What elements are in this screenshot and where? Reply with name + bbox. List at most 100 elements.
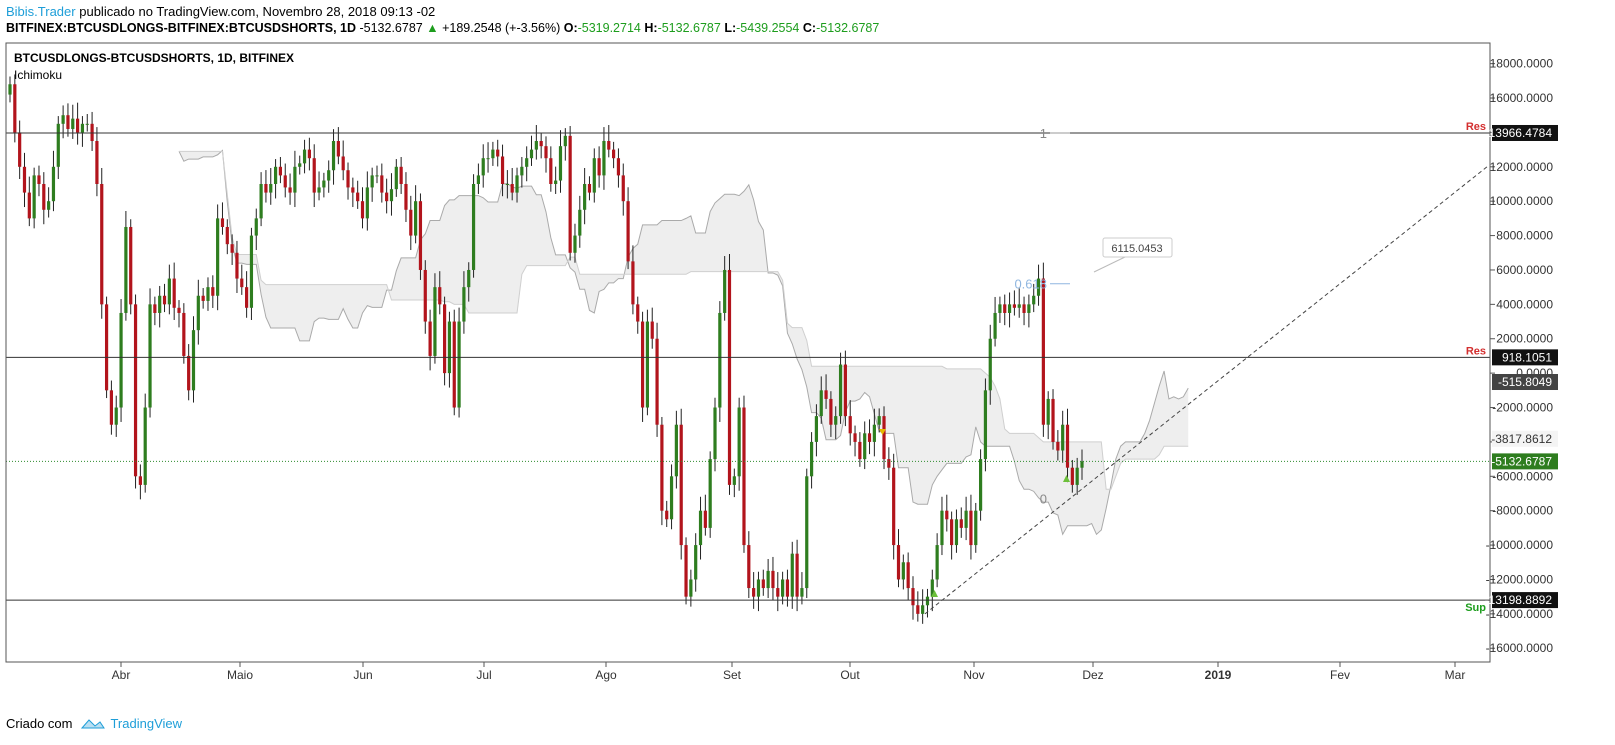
y-tick-label: 4000.0000 xyxy=(1496,297,1553,311)
candle-down xyxy=(684,545,688,597)
y-tick-label: 18000.0000 xyxy=(1490,57,1554,71)
candle-down xyxy=(225,226,229,245)
candle-down xyxy=(612,149,616,159)
candle-down xyxy=(162,295,167,305)
candle-up xyxy=(269,183,273,193)
candle-down xyxy=(423,269,427,322)
candle-up xyxy=(317,187,321,193)
tradingview-logo-icon xyxy=(81,718,106,728)
level-label: Res xyxy=(1466,121,1486,133)
fib-level-label: 1 xyxy=(1040,126,1047,141)
candle-down xyxy=(640,321,645,408)
candle-up xyxy=(674,424,678,477)
candle-down xyxy=(776,588,780,597)
candle-down xyxy=(761,579,765,589)
y-tick-label: 12000.0000 xyxy=(1490,160,1554,174)
candle-up xyxy=(462,287,466,322)
kijun-price-tag: -3817.8612 xyxy=(1491,432,1552,446)
tradingview-brand[interactable]: TradingView xyxy=(80,716,182,731)
candle-down xyxy=(510,183,514,193)
candle-down xyxy=(882,416,886,460)
candle-down xyxy=(37,175,41,184)
x-tick-label: Dez xyxy=(1082,668,1103,682)
senkou-span-b xyxy=(179,150,1189,490)
candle-up xyxy=(481,158,485,176)
candle-up xyxy=(32,175,36,219)
candle-down xyxy=(853,433,857,442)
y-tick-label: -10000.0000 xyxy=(1486,538,1554,552)
candle-down xyxy=(911,588,915,606)
candle-down xyxy=(843,364,847,417)
candle-up xyxy=(925,596,930,606)
candle-down xyxy=(597,158,601,176)
candle-up xyxy=(838,364,843,417)
candle-down xyxy=(438,287,442,305)
candle-up xyxy=(645,321,650,408)
candle-up xyxy=(433,287,437,356)
candle-up xyxy=(573,235,577,253)
candle-up xyxy=(694,545,698,580)
candle-up xyxy=(389,189,394,202)
candle-up xyxy=(1007,304,1012,313)
open-value: -5319.2714 xyxy=(577,21,641,35)
brand-label: TradingView xyxy=(110,716,183,731)
legend-symbol: BTCUSDLONGS-BTCUSDSHORTS, 1D, BITFINEX xyxy=(14,51,294,65)
candle-down xyxy=(428,321,432,356)
candle-up xyxy=(689,579,693,597)
candle-down xyxy=(631,261,635,305)
candle-up xyxy=(216,218,220,296)
x-tick-label: 2019 xyxy=(1205,668,1232,682)
candle-up xyxy=(85,123,89,125)
drawings: 1 0.618 0 6115.0453 xyxy=(879,126,1488,615)
x-tick-label: Jun xyxy=(353,668,372,682)
candle-down xyxy=(278,166,283,176)
candle-down xyxy=(240,278,244,288)
candle-up xyxy=(718,312,722,408)
legend-indicator[interactable]: Ichimoku xyxy=(14,68,62,82)
candle-down xyxy=(636,304,640,322)
candles xyxy=(8,74,1084,624)
candle-up xyxy=(1046,398,1050,425)
y-tick-label: 6000.0000 xyxy=(1496,263,1553,277)
candle-up xyxy=(708,459,712,528)
candle-up xyxy=(592,158,596,193)
level-price-tag: 13966.4784 xyxy=(1489,126,1553,140)
publish-header: Bibis.Trader publicado no TradingView.co… xyxy=(6,4,435,19)
candle-down xyxy=(201,295,205,301)
candle-up xyxy=(447,321,452,374)
candle-down xyxy=(607,141,611,150)
y-tick-label: 16000.0000 xyxy=(1490,91,1554,105)
candle-up xyxy=(602,141,606,176)
candle-up xyxy=(471,183,476,270)
candle-up xyxy=(414,201,418,236)
candle-up xyxy=(713,407,717,460)
kijun-price-tag-bg xyxy=(1492,430,1558,447)
candle-up xyxy=(732,476,736,485)
last-price-tag: -5132.6787 xyxy=(1491,454,1552,468)
candle-up xyxy=(1061,424,1065,451)
time-axis[interactable]: Abr Maio Jun Jul Ago Set Out Nov Dez 2019 Fev Mar xyxy=(112,662,1466,682)
candle-up xyxy=(273,166,278,184)
candle-down xyxy=(346,170,350,188)
candle-down xyxy=(418,201,423,270)
candle-down xyxy=(1012,304,1016,308)
candle-up xyxy=(930,579,934,597)
candle-up xyxy=(819,390,823,417)
created-with-text: Criado com xyxy=(6,716,73,731)
candle-up xyxy=(723,269,727,313)
candle-down xyxy=(153,304,157,313)
symbol-name: BITFINEX:BTCUSDLONGS-BITFINEX:BTCUSDSHOR… xyxy=(6,21,356,35)
x-tick-label: Nov xyxy=(963,668,984,682)
candle-up xyxy=(457,321,461,408)
y-tick-label: -14000.0000 xyxy=(1486,607,1554,621)
candle-up xyxy=(978,459,983,511)
candle-up xyxy=(71,118,75,129)
candle-up xyxy=(51,166,56,202)
candle-up xyxy=(534,141,538,150)
change-value: +189.2548 (+-3.56%) xyxy=(442,21,561,35)
x-tick-label: Out xyxy=(840,668,860,682)
y-tick-label: 10000.0000 xyxy=(1490,194,1554,208)
candle-down xyxy=(887,459,891,468)
author-link[interactable]: Bibis.Trader xyxy=(6,4,76,19)
